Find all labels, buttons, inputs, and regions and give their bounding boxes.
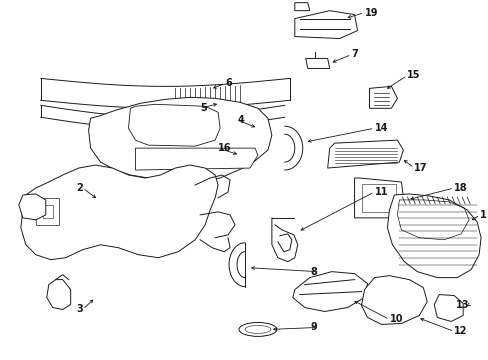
Text: 8: 8 <box>310 267 317 276</box>
Polygon shape <box>88 97 271 182</box>
Polygon shape <box>305 58 329 68</box>
Polygon shape <box>36 198 59 225</box>
Polygon shape <box>21 165 218 260</box>
Text: 14: 14 <box>374 123 387 133</box>
Text: 16: 16 <box>218 143 231 153</box>
Polygon shape <box>87 190 122 220</box>
Ellipse shape <box>239 323 276 336</box>
Text: 3: 3 <box>76 305 82 315</box>
Polygon shape <box>354 178 404 218</box>
Text: 9: 9 <box>310 323 317 332</box>
Polygon shape <box>47 280 71 310</box>
Text: 2: 2 <box>76 183 82 193</box>
Polygon shape <box>292 272 367 311</box>
Text: 11: 11 <box>374 187 387 197</box>
Text: 5: 5 <box>200 103 206 113</box>
Polygon shape <box>327 140 403 168</box>
Text: 18: 18 <box>453 183 467 193</box>
Text: 10: 10 <box>388 314 402 324</box>
Text: 15: 15 <box>407 71 420 80</box>
Polygon shape <box>386 194 480 278</box>
Polygon shape <box>19 194 46 220</box>
Text: 12: 12 <box>453 327 467 336</box>
Text: 4: 4 <box>238 115 244 125</box>
Text: 19: 19 <box>364 8 377 18</box>
Polygon shape <box>128 104 220 146</box>
Text: 6: 6 <box>224 78 231 88</box>
Text: 1: 1 <box>479 210 486 220</box>
Polygon shape <box>361 276 427 324</box>
Polygon shape <box>88 170 128 200</box>
Text: 17: 17 <box>413 163 427 173</box>
Text: 7: 7 <box>351 49 358 59</box>
Polygon shape <box>135 148 258 170</box>
Polygon shape <box>294 11 357 39</box>
Polygon shape <box>433 294 462 321</box>
Text: 13: 13 <box>455 300 468 310</box>
Polygon shape <box>369 86 397 108</box>
